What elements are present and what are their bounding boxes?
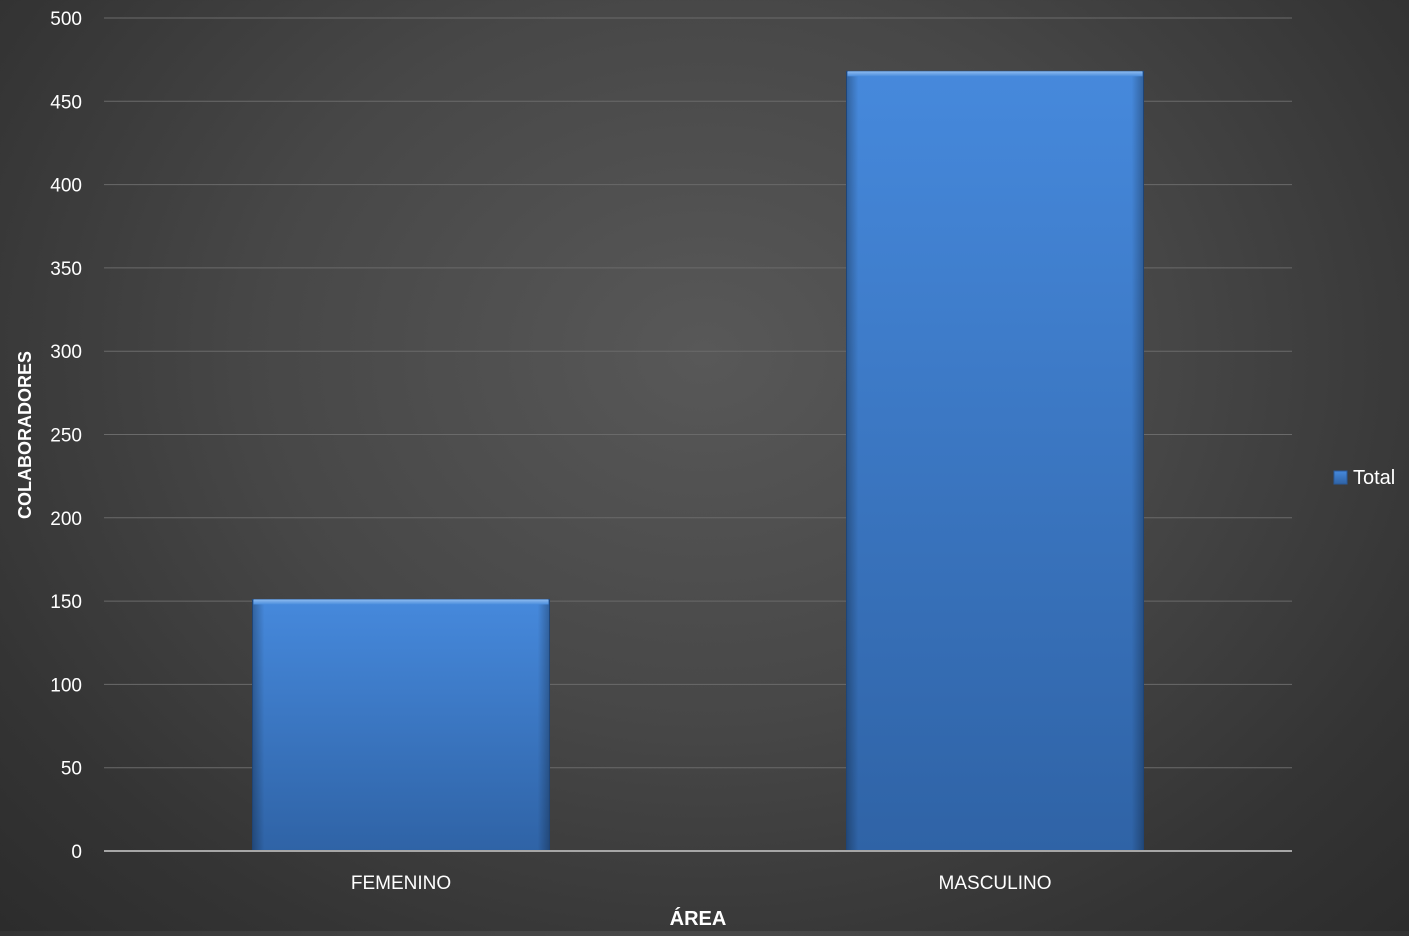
y-tick-label: 0 bbox=[71, 842, 82, 863]
y-axis-title: COLABORADORES bbox=[15, 351, 35, 519]
y-tick-label: 350 bbox=[50, 259, 82, 280]
y-tick-label: 250 bbox=[50, 426, 82, 447]
y-axis-ticks: 0 50 100 150 200 250 300 350 400 450 500 bbox=[50, 9, 82, 863]
bar-group bbox=[252, 598, 550, 852]
bar-top-highlight bbox=[847, 71, 1143, 77]
bar-top-highlight bbox=[253, 599, 549, 605]
bar-shading bbox=[846, 71, 1144, 851]
y-tick-label: 300 bbox=[50, 342, 82, 363]
y-tick-label: 450 bbox=[50, 92, 82, 113]
bars bbox=[252, 70, 1144, 852]
bar-group bbox=[846, 70, 1144, 852]
x-axis-title: ÁREA bbox=[670, 907, 727, 930]
x-axis-ticks: FEMENINO MASCULINO bbox=[351, 873, 1052, 894]
y-tick-label: 50 bbox=[61, 759, 82, 780]
x-tick-label: FEMENINO bbox=[351, 873, 451, 894]
y-tick-label: 200 bbox=[50, 509, 82, 530]
legend-label-total: Total bbox=[1353, 467, 1395, 489]
legend-swatch-total bbox=[1333, 470, 1348, 485]
bar-shading bbox=[252, 599, 550, 851]
y-tick-label: 150 bbox=[50, 592, 82, 613]
y-tick-label: 400 bbox=[50, 176, 82, 197]
y-tick-label: 100 bbox=[50, 675, 82, 696]
y-tick-label: 500 bbox=[50, 9, 82, 30]
legend: Total bbox=[1333, 467, 1395, 489]
x-tick-label: MASCULINO bbox=[939, 873, 1052, 894]
